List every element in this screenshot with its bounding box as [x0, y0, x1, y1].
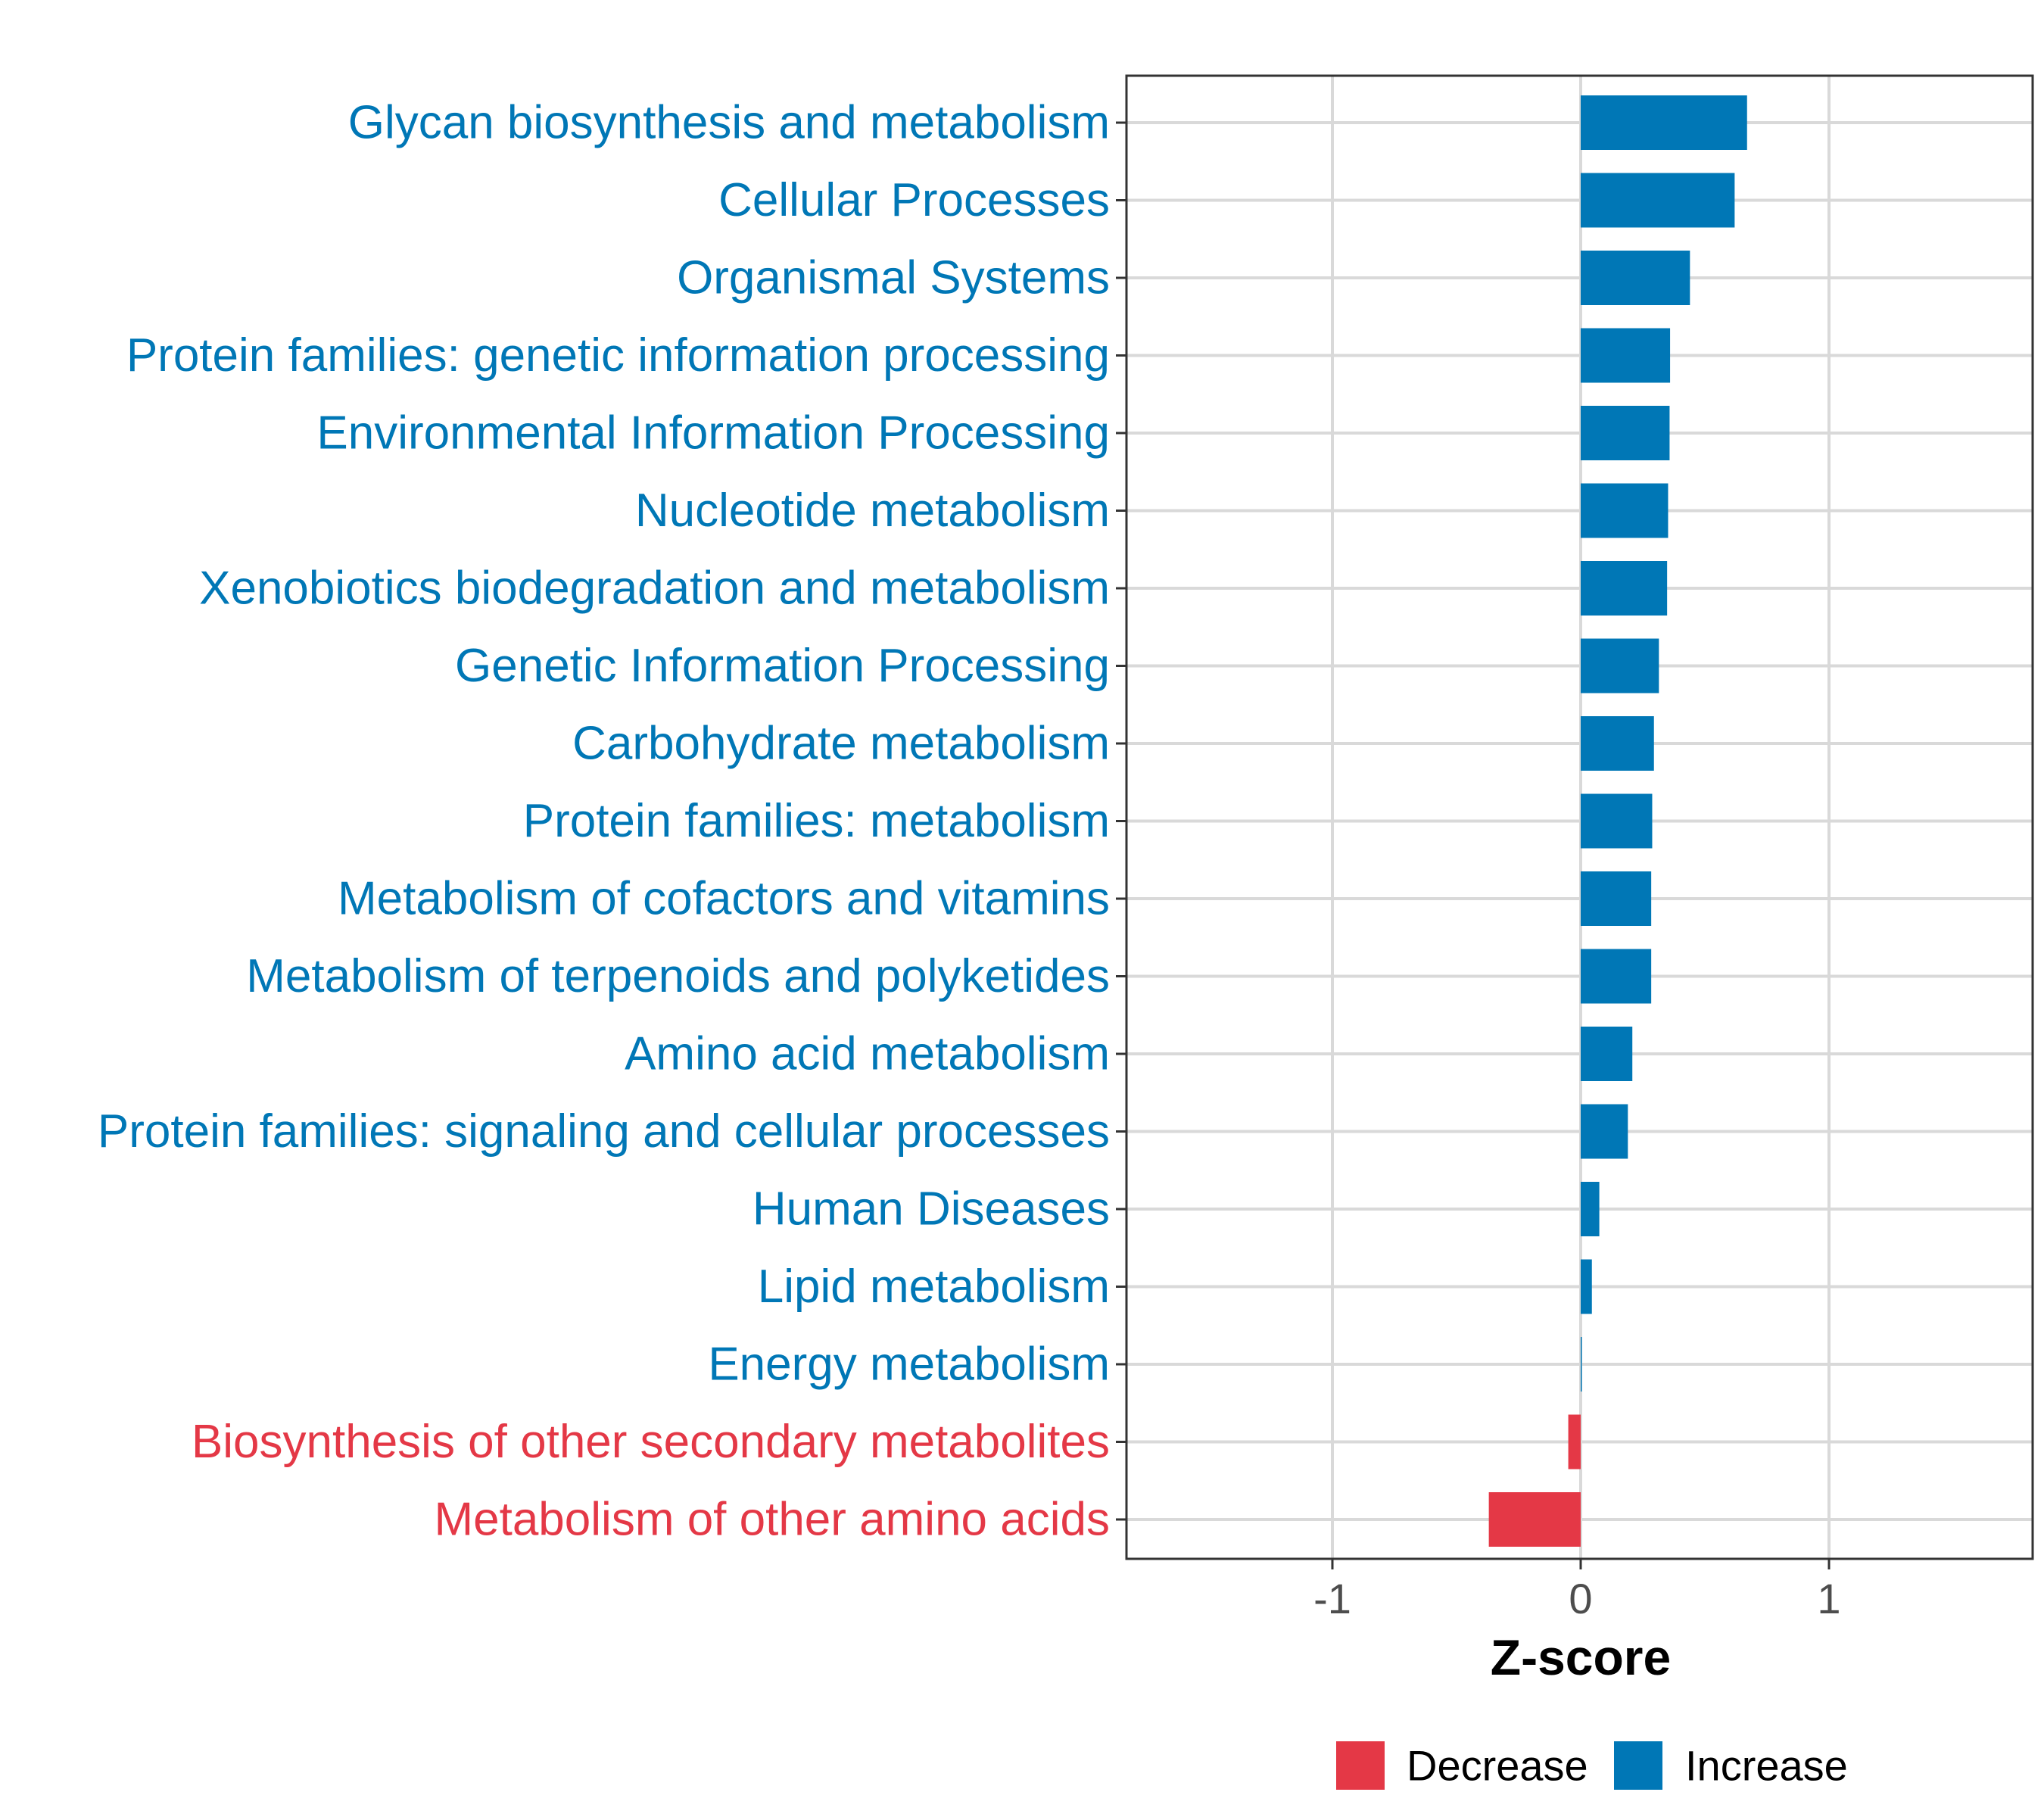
bar [1581, 1337, 1582, 1392]
bar [1581, 406, 1670, 460]
bar [1581, 1027, 1633, 1081]
y-tick-label: Genetic Information Processing [455, 640, 1110, 692]
bar [1581, 328, 1671, 383]
x-tick-label: -1 [1313, 1575, 1351, 1622]
bar [1581, 95, 1747, 150]
y-tick-label: Nucleotide metabolism [635, 485, 1110, 537]
y-tick-label: Energy metabolism [708, 1339, 1110, 1391]
legend-swatch-increase [1614, 1741, 1662, 1790]
y-tick-label: Lipid metabolism [758, 1261, 1110, 1313]
y-tick-label: Metabolism of other amino acids [434, 1494, 1110, 1546]
bar [1581, 1182, 1600, 1236]
y-axis-labels: Glycan biosynthesis and metabolism Cellul… [98, 97, 1110, 1546]
bar [1581, 1104, 1628, 1159]
x-tick-label: 0 [1569, 1575, 1592, 1622]
bar [1568, 1414, 1581, 1469]
y-tick-label: Biosynthesis of other secondary metaboli… [192, 1416, 1110, 1468]
y-tick-label: Carbohydrate metabolism [572, 718, 1110, 770]
x-tick-label: 1 [1817, 1575, 1840, 1622]
y-tick-label: Metabolism of terpenoids and polyketides [246, 950, 1110, 1002]
bar [1581, 949, 1652, 1004]
bar [1581, 716, 1654, 771]
legend-swatch-decrease [1336, 1741, 1385, 1790]
bar [1581, 561, 1668, 616]
y-tick-label: Xenobiotics biodegradation and metabolis… [199, 563, 1110, 615]
bar [1488, 1492, 1581, 1547]
y-tick-label: Glycan biosynthesis and metabolism [348, 97, 1110, 149]
bar [1581, 871, 1652, 926]
x-axis-ticks: -1 0 1 [1313, 1559, 1841, 1622]
bar [1581, 793, 1653, 849]
bar [1581, 251, 1690, 305]
y-tick-label: Protein families: metabolism [523, 795, 1110, 847]
y-tick-label: Amino acid metabolism [625, 1028, 1110, 1080]
legend-label-decrease: Decrease [1407, 1742, 1588, 1790]
x-axis-title: Z-score [1491, 1629, 1671, 1685]
bars [1488, 95, 1747, 1547]
y-tick-label: Human Diseases [752, 1183, 1110, 1236]
y-axis-ticks [1116, 121, 1126, 1521]
y-tick-label: Cellular Processes [718, 174, 1110, 226]
bar [1581, 173, 1735, 228]
y-tick-label: Metabolism of cofactors and vitamins [338, 873, 1110, 925]
bar [1581, 638, 1659, 693]
y-tick-label: Protein families: genetic information pr… [126, 329, 1110, 382]
y-tick-label: Environmental Information Processing [316, 407, 1110, 460]
y-tick-label: Organismal Systems [677, 252, 1110, 304]
y-tick-label: Protein families: signaling and cellular… [98, 1105, 1110, 1158]
bar [1581, 1259, 1592, 1314]
legend: Decrease Increase [1336, 1741, 1848, 1790]
bar [1581, 483, 1669, 538]
legend-label-increase: Increase [1685, 1742, 1848, 1790]
